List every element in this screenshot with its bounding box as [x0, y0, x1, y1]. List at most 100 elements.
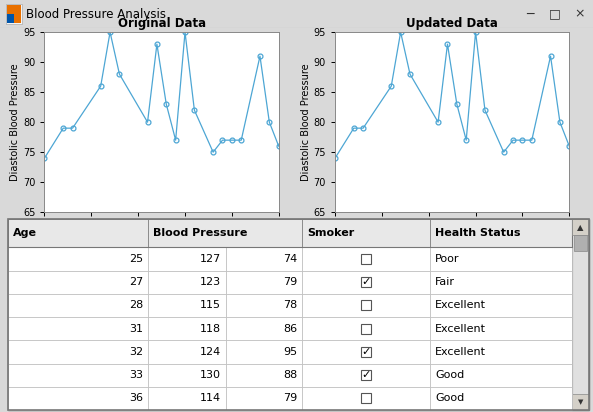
Title: Original Data: Original Data	[117, 16, 206, 30]
Text: Health Status: Health Status	[435, 228, 521, 238]
Text: ▲: ▲	[577, 223, 584, 232]
Text: 88: 88	[283, 370, 297, 380]
Text: Age: Age	[13, 228, 37, 238]
Text: 79: 79	[283, 277, 297, 287]
Bar	[572, 219, 589, 235]
Text: 123: 123	[200, 277, 221, 287]
Bar	[572, 394, 589, 410]
Bar	[302, 247, 430, 271]
Bar	[8, 387, 148, 410]
Bar	[430, 317, 572, 340]
Text: 124: 124	[200, 347, 221, 357]
Bar	[8, 219, 148, 247]
X-axis label: Age: Age	[441, 234, 463, 244]
Text: 33: 33	[129, 370, 143, 380]
Bar	[7, 14, 14, 23]
Text: 74: 74	[283, 254, 297, 264]
Bar	[430, 340, 572, 363]
Text: 95: 95	[283, 347, 297, 357]
Text: 36: 36	[129, 393, 143, 403]
Bar	[226, 247, 302, 271]
Bar	[226, 294, 302, 317]
Text: Excellent: Excellent	[435, 300, 486, 311]
Bar	[361, 254, 371, 264]
Text: ✓: ✓	[361, 347, 371, 357]
Text: 115: 115	[200, 300, 221, 311]
X-axis label: Age: Age	[151, 234, 173, 244]
Bar	[302, 363, 430, 387]
Bar	[8, 271, 148, 294]
Bar	[430, 363, 572, 387]
Text: 118: 118	[200, 324, 221, 334]
Bar	[361, 370, 371, 380]
Text: ✓: ✓	[361, 277, 371, 287]
Text: Excellent: Excellent	[435, 324, 486, 334]
Bar	[226, 271, 302, 294]
Bar	[148, 363, 226, 387]
Bar	[430, 294, 572, 317]
Bar	[302, 219, 430, 247]
Bar	[430, 387, 572, 410]
Text: Good: Good	[435, 393, 464, 403]
Text: Blood Pressure Analysis: Blood Pressure Analysis	[26, 7, 166, 21]
Text: ─: ─	[526, 7, 534, 21]
Bar	[361, 393, 371, 403]
Bar	[148, 340, 226, 363]
Bar	[8, 317, 148, 340]
Bar	[148, 317, 226, 340]
Y-axis label: Diastolic Blood Pressure: Diastolic Blood Pressure	[301, 63, 311, 181]
Text: Fair: Fair	[435, 277, 455, 287]
Text: 25: 25	[129, 254, 143, 264]
Bar	[226, 387, 302, 410]
Bar	[361, 300, 371, 311]
Bar	[148, 294, 226, 317]
Y-axis label: Diastolic Blood Pressure: Diastolic Blood Pressure	[10, 63, 20, 181]
Bar	[302, 340, 430, 363]
Bar	[430, 247, 572, 271]
Bar	[226, 317, 302, 340]
Text: 32: 32	[129, 347, 143, 357]
Text: 114: 114	[200, 393, 221, 403]
Bar	[148, 387, 226, 410]
Bar	[226, 340, 302, 363]
Bar	[574, 235, 587, 251]
Text: 79: 79	[283, 393, 297, 403]
Text: 31: 31	[129, 324, 143, 334]
Title: Updated Data: Updated Data	[406, 16, 498, 30]
Text: 86: 86	[283, 324, 297, 334]
Text: 27: 27	[129, 277, 143, 287]
Bar	[361, 324, 371, 334]
Bar	[430, 271, 572, 294]
Bar	[226, 363, 302, 387]
Bar	[302, 387, 430, 410]
Bar	[148, 247, 226, 271]
Text: ✓: ✓	[361, 370, 371, 380]
Bar	[7, 5, 21, 23]
Text: Smoker: Smoker	[307, 228, 354, 238]
Text: 78: 78	[283, 300, 297, 311]
Bar	[302, 317, 430, 340]
Bar	[8, 247, 148, 271]
Text: Blood Pressure: Blood Pressure	[153, 228, 247, 238]
Bar	[572, 219, 589, 410]
Bar	[8, 363, 148, 387]
Bar	[361, 277, 371, 287]
Text: ×: ×	[575, 7, 585, 21]
Text: Poor: Poor	[435, 254, 460, 264]
Text: Good: Good	[435, 370, 464, 380]
Text: Excellent: Excellent	[435, 347, 486, 357]
Bar	[302, 271, 430, 294]
Text: ▼: ▼	[578, 399, 583, 405]
Text: 127: 127	[200, 254, 221, 264]
Bar	[361, 347, 371, 357]
Bar	[148, 219, 302, 247]
Text: 28: 28	[129, 300, 143, 311]
Bar	[8, 340, 148, 363]
Text: □: □	[549, 7, 561, 21]
Bar	[302, 294, 430, 317]
Bar	[148, 271, 226, 294]
Bar	[6, 4, 22, 24]
Bar	[430, 219, 572, 247]
Text: 130: 130	[200, 370, 221, 380]
Bar	[8, 294, 148, 317]
